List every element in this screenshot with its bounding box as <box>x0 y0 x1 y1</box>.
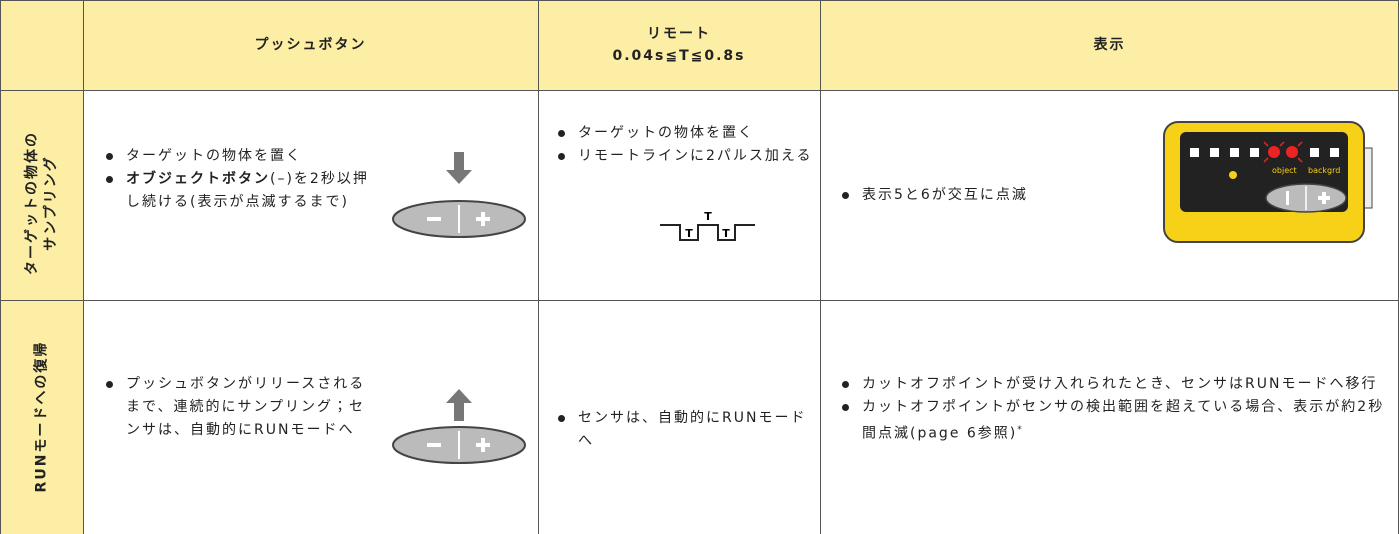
bullet: カットオフポイントがセンサの検出範囲を超えている場合、表示が約2秒間点滅(pag… <box>840 396 1385 446</box>
rule <box>0 300 1399 301</box>
bullet: ターゲットの物体を置く <box>556 122 816 145</box>
device-label: backgrd <box>1308 166 1340 175</box>
bullet-text: カットオフポイントが受け入れられたとき、センサはRUNモードへ移行 <box>862 376 1378 392</box>
rule <box>83 0 84 534</box>
header-display: 表示 <box>820 0 1399 90</box>
bullet-list: ターゲットの物体を置く リモートラインに2パルス加える <box>556 122 816 168</box>
bullet: カットオフポイントが受け入れられたとき、センサはRUNモードへ移行 <box>840 373 1385 396</box>
button-icon <box>392 152 526 238</box>
bullet-list: ターゲットの物体を置く オブジェクトボタン(–)を2秒以押し続ける(表示が点滅す… <box>104 145 374 214</box>
bullet: ターゲットの物体を置く <box>104 145 374 168</box>
bullet-list: 表示5と6が交互に点滅 <box>840 184 1160 207</box>
bullet-text: センサは、自動的にRUNモードへ <box>578 410 807 449</box>
bullet: オブジェクトボタン(–)を2秒以押し続ける(表示が点滅するまで) <box>104 168 374 214</box>
bullet-text: カットオフポイントがセンサの検出範囲を超えている場合、表示が約2秒間点滅(pag… <box>862 399 1385 442</box>
rule <box>820 0 821 534</box>
header-text: プッシュボタン <box>254 37 367 53</box>
header-text: 表示 <box>1093 37 1126 53</box>
header-text: 0.04s≦T≦0.8s <box>612 48 746 64</box>
row-label: RUNモードへの復帰 <box>33 312 52 522</box>
row-label: ターゲットの物体の サンプリング <box>23 98 61 308</box>
rule <box>0 0 1399 1</box>
row-label-line: サンプリング <box>43 155 59 251</box>
bullet-list: センサは、自動的にRUNモードへ <box>556 407 816 453</box>
bullet: センサは、自動的にRUNモードへ <box>556 407 816 453</box>
rule <box>0 90 1399 91</box>
bullet-bold: オブジェクトボタン <box>126 171 270 187</box>
pulse-label: T <box>704 210 712 223</box>
bullet-list: カットオフポイントが受け入れられたとき、センサはRUNモードへ移行 カットオフポ… <box>840 373 1385 446</box>
bullet: プッシュボタンがリリースされるまで、連続的にサンプリング；センサは、自動的にRU… <box>104 373 374 442</box>
bullet-text: ターゲットの物体を置く <box>126 148 302 164</box>
rule <box>0 0 1 534</box>
bullet-text: プッシュボタンがリリースされるまで、連続的にサンプリング；センサは、自動的にRU… <box>126 376 366 438</box>
bullet-text: ターゲットの物体を置く <box>578 125 754 141</box>
bullet-text: リモートラインに2パルス加える <box>578 148 813 164</box>
device: object backgrd <box>1163 121 1373 243</box>
device-label: object <box>1272 166 1297 175</box>
rule <box>538 0 539 534</box>
header-pushbutton: プッシュボタン <box>83 0 538 90</box>
bullet: リモートラインに2パルス加える <box>556 145 816 168</box>
bullet-text: 表示5と6が交互に点滅 <box>862 187 1028 203</box>
pulse-label: T <box>685 227 693 240</box>
pulse-diagram: T T T <box>660 210 755 241</box>
bullet-list: プッシュボタンがリリースされるまで、連続的にサンプリング；センサは、自動的にRU… <box>104 373 374 442</box>
row-label-line: ターゲットの物体の <box>24 131 40 275</box>
bullet: 表示5と6が交互に点滅 <box>840 184 1160 207</box>
button-icon <box>392 389 526 464</box>
bullet-text: (–)を2秒以押し続ける(表示が点滅するまで) <box>126 171 369 210</box>
header-text: リモート <box>647 26 711 42</box>
pulse-label: T <box>722 227 730 240</box>
note-mark: * <box>1017 425 1024 435</box>
row-label-line: RUNモードへの復帰 <box>33 340 50 493</box>
header-remote: リモート 0.04s≦T≦0.8s <box>538 0 820 90</box>
